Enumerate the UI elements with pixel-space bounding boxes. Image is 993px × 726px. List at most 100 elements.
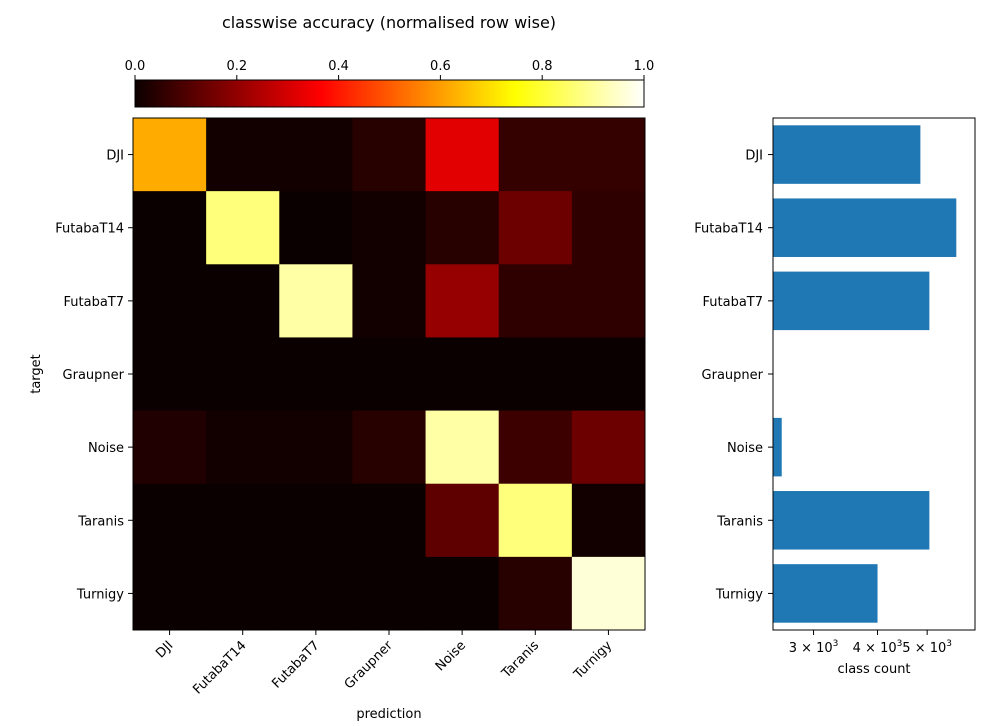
colorbar-ticks: 0.0 0.2 0.4 0.6 0.8 1.0 xyxy=(125,59,655,80)
heatmap-x-tick-label: FutabaT14 xyxy=(190,638,249,697)
colorbar-tick-label: 0.2 xyxy=(226,59,247,74)
bar-y-tick-label: Taranis xyxy=(716,514,763,529)
cell-graupner-futabat7 xyxy=(279,337,353,412)
cell-noise-graupner xyxy=(352,410,427,485)
cell-graupner-futabat14 xyxy=(206,337,280,412)
cell-turnigy-graupner xyxy=(352,556,427,631)
heatmap-x-tick-label: Turnigy xyxy=(571,638,616,683)
cell-futabat7-futabat7 xyxy=(279,264,353,338)
heatmap-title: classwise accuracy (normalised row wise) xyxy=(222,13,556,32)
colorbar-tick-label: 0.4 xyxy=(328,59,349,74)
cell-futabat14-taranis xyxy=(498,191,573,265)
heatmap-y-tick-label: FutabaT14 xyxy=(55,222,124,237)
cell-dji-noise xyxy=(425,118,500,192)
bar-y-tick-label: DJI xyxy=(745,149,763,164)
cell-taranis-noise xyxy=(425,483,500,558)
colorbar-tick-label: 0.8 xyxy=(532,59,553,74)
cell-futabat7-dji xyxy=(133,264,207,338)
bars xyxy=(773,125,957,623)
cell-dji-graupner xyxy=(352,118,427,192)
heatmap-y-tick-label: Noise xyxy=(88,441,124,456)
bar-y-ticks: DJI FutabaT14 FutabaT7 Graupner Noise Taranis… xyxy=(694,149,773,602)
bar-futabat7 xyxy=(773,271,930,331)
cell-taranis-futabat14 xyxy=(206,483,280,558)
bar-y-tick-label: Graupner xyxy=(702,368,764,383)
cell-graupner-turnigy xyxy=(571,337,646,412)
cell-futabat7-futabat14 xyxy=(206,264,280,338)
heatmap-y-tick-label: Turnigy xyxy=(76,587,124,602)
cell-graupner-taranis xyxy=(498,337,573,412)
cell-graupner-dji xyxy=(133,337,207,412)
colorbar-tick-label: 0.0 xyxy=(125,59,146,74)
heatmap-y-tick-label: FutabaT7 xyxy=(64,295,125,310)
heatmap: DJI FutabaT14 FutabaT7 Graupner Noise Taranis… xyxy=(29,117,646,722)
heatmap-x-ticks: DJI FutabaT14 FutabaT7 Graupner Noise Taranis… xyxy=(153,630,615,697)
cell-graupner-graupner xyxy=(352,337,427,412)
colorbar-tick-label: 0.6 xyxy=(430,59,451,74)
heatmap-x-tick-label: Taranis xyxy=(498,638,542,682)
cell-taranis-futabat7 xyxy=(279,483,353,558)
heatmap-x-label: prediction xyxy=(356,707,421,722)
bar-x-tick-label: 3 × 103 xyxy=(789,639,839,656)
bar-x-tick-label: 4 × 103 xyxy=(853,639,903,656)
cell-taranis-graupner xyxy=(352,483,427,558)
heatmap-x-tick-label: Graupner xyxy=(342,638,397,693)
cell-noise-turnigy xyxy=(571,410,646,485)
heatmap-cells xyxy=(133,118,646,631)
bar-y-tick-label: FutabaT14 xyxy=(694,222,763,237)
cell-turnigy-taranis xyxy=(498,556,573,631)
heatmap-x-tick-label: DJI xyxy=(153,638,176,661)
cell-dji-taranis xyxy=(498,118,573,192)
heatmap-y-tick-label: Taranis xyxy=(77,514,124,529)
heatmap-y-ticks: DJI FutabaT14 FutabaT7 Graupner Noise Taranis… xyxy=(55,149,133,602)
cell-taranis-taranis xyxy=(498,483,573,558)
cell-noise-noise xyxy=(425,410,500,485)
cell-turnigy-dji xyxy=(133,556,207,631)
colorbar-gradient xyxy=(134,79,645,108)
bar-y-tick-label: Turnigy xyxy=(715,587,763,602)
bar-taranis xyxy=(773,491,930,550)
cell-noise-futabat14 xyxy=(206,410,280,485)
cell-futabat7-noise xyxy=(425,264,500,338)
cell-futabat7-graupner xyxy=(352,264,427,338)
cell-turnigy-futabat14 xyxy=(206,556,280,631)
cell-graupner-noise xyxy=(425,337,500,412)
cell-taranis-dji xyxy=(133,483,207,558)
cell-dji-dji xyxy=(133,118,207,192)
colorbar-tick-label: 1.0 xyxy=(634,59,655,74)
cell-turnigy-turnigy xyxy=(571,556,646,631)
cell-futabat14-noise xyxy=(425,191,500,265)
cell-futabat14-futabat7 xyxy=(279,191,353,265)
cell-noise-dji xyxy=(133,410,207,485)
cell-futabat14-turnigy xyxy=(571,191,646,265)
heatmap-y-tick-label: DJI xyxy=(106,149,124,164)
bar-y-tick-label: FutabaT7 xyxy=(703,295,764,310)
bar-futabat14 xyxy=(773,198,957,257)
bar-y-tick-label: Noise xyxy=(727,441,763,456)
bar-x-label: class count xyxy=(837,662,910,677)
cell-turnigy-futabat7 xyxy=(279,556,353,631)
cell-taranis-turnigy xyxy=(571,483,646,558)
colorbar: 0.0 0.2 0.4 0.6 0.8 1.0 xyxy=(125,59,655,108)
cell-futabat7-turnigy xyxy=(571,264,646,338)
bar-turnigy xyxy=(773,564,878,623)
bar-x-ticks: 3 × 103 4 × 103 5 × 103 xyxy=(789,630,952,656)
cell-futabat14-dji xyxy=(133,191,207,265)
heatmap-x-tick-label: FutabaT7 xyxy=(269,638,322,691)
bar-noise xyxy=(773,417,782,477)
cell-noise-taranis xyxy=(498,410,573,485)
heatmap-y-tick-label: Graupner xyxy=(63,368,125,383)
bar-x-tick-label: 5 × 103 xyxy=(902,639,952,656)
cell-noise-futabat7 xyxy=(279,410,353,485)
cell-futabat7-taranis xyxy=(498,264,573,338)
bar-dji xyxy=(773,125,921,184)
cell-futabat14-futabat14 xyxy=(206,191,280,265)
heatmap-x-tick-label: Noise xyxy=(433,638,469,674)
cell-futabat14-graupner xyxy=(352,191,427,265)
cell-turnigy-noise xyxy=(425,556,500,631)
cell-dji-futabat14 xyxy=(206,118,280,192)
cell-dji-turnigy xyxy=(571,118,646,192)
heatmap-y-label: target xyxy=(29,354,44,394)
bar-chart: DJI FutabaT14 FutabaT7 Graupner Noise Taranis… xyxy=(694,117,976,677)
